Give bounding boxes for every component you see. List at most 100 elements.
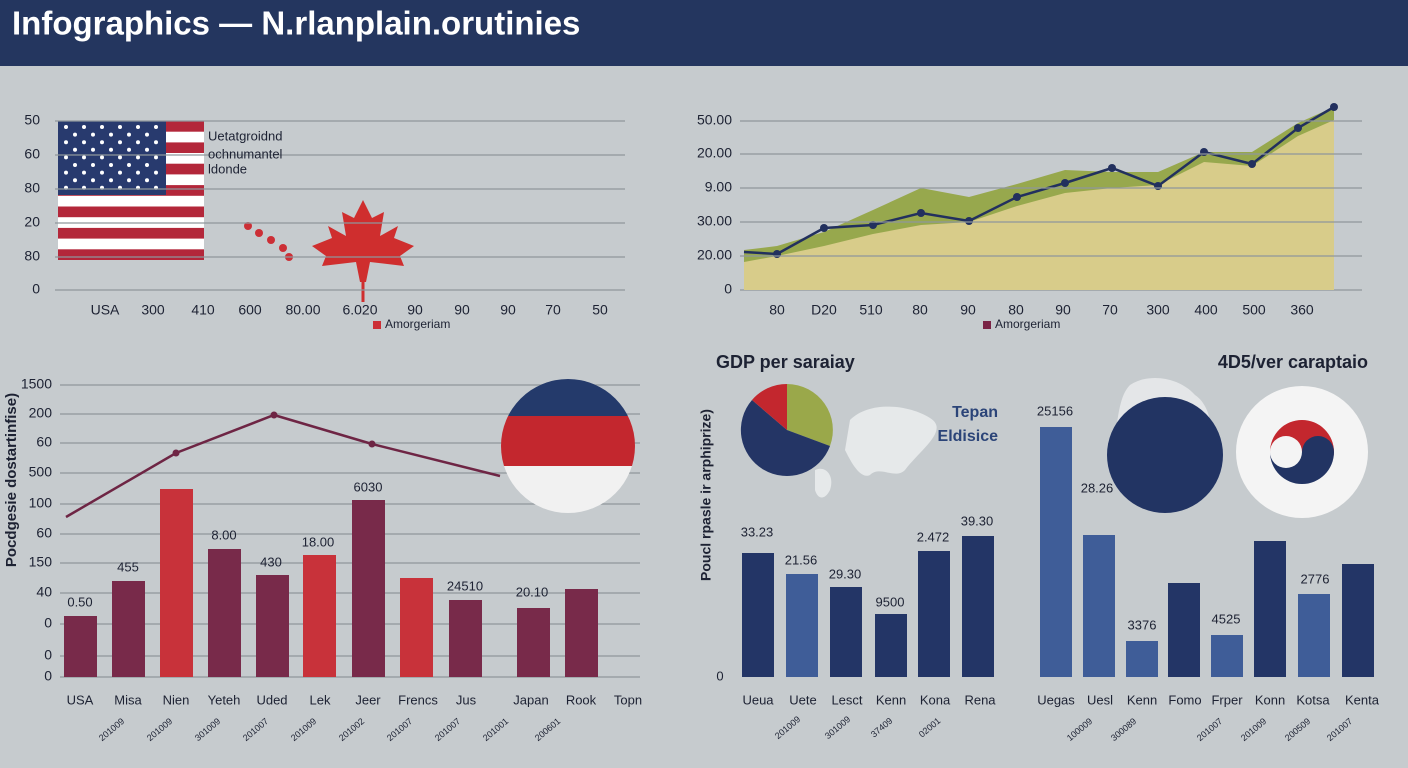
label: 60 (36, 525, 52, 541)
label: 201001 (481, 716, 510, 743)
label: Uesl (1087, 692, 1113, 707)
bar (1083, 535, 1115, 677)
bar (742, 553, 774, 677)
label: USA (67, 692, 94, 707)
label: Misa (114, 692, 142, 707)
label: 33.23 (741, 524, 774, 539)
taeguk-blue (1270, 436, 1334, 484)
bars-panel5 (1040, 427, 1374, 677)
label: Japan (513, 692, 548, 707)
dot (1248, 160, 1256, 168)
label: Kenn (876, 692, 906, 707)
star (109, 147, 113, 152)
label: 200509 (1283, 716, 1312, 743)
label: Nien (163, 692, 190, 707)
label: 200 (29, 405, 53, 421)
label: 300089 (1109, 716, 1138, 743)
label: 50 (24, 112, 40, 128)
bar (1126, 641, 1158, 677)
star (136, 155, 140, 160)
pie (740, 383, 833, 476)
label: Amorgeriam (385, 317, 450, 331)
label: Rook (566, 692, 597, 707)
label: 4525 (1212, 611, 1241, 626)
label: 201002 (337, 716, 366, 743)
star (64, 125, 68, 129)
dot (917, 209, 925, 217)
star (154, 170, 158, 175)
label: Amorgeriam (995, 317, 1060, 331)
label: 430 (260, 554, 282, 569)
korea-globe (1107, 397, 1223, 513)
label: 80 (912, 302, 928, 318)
label: 4D5/ver caraptaio (1218, 352, 1368, 372)
dot (1061, 179, 1069, 187)
label: 80 (1008, 302, 1024, 318)
label: 0 (44, 668, 52, 684)
label: Lesct (831, 692, 862, 707)
star (73, 147, 77, 152)
label: 0 (44, 615, 52, 631)
label: D20 (811, 302, 837, 318)
label: 37409 (869, 716, 895, 740)
star (118, 155, 122, 160)
star (82, 125, 86, 129)
label: 201009 (145, 716, 174, 743)
star (127, 163, 131, 167)
usa-flag (58, 121, 204, 260)
star (109, 178, 113, 183)
label: 1500 (21, 376, 52, 392)
label: ldonde (208, 161, 247, 176)
label: 70 (545, 302, 561, 318)
bar (1211, 635, 1243, 677)
label: 201007 (1195, 716, 1224, 743)
label: 201007 (1325, 716, 1354, 743)
dot (1154, 182, 1162, 190)
star (109, 163, 113, 167)
star (82, 155, 86, 160)
label: Uetatgroidnd (208, 128, 282, 143)
label: 25156 (1037, 403, 1073, 418)
maple-leaf (312, 200, 414, 282)
star (73, 132, 77, 137)
bar (786, 574, 818, 677)
label: 3376 (1128, 617, 1157, 632)
label: 50 (592, 302, 608, 318)
legend-swatch (983, 321, 991, 329)
bar (565, 589, 598, 677)
label: 90 (454, 302, 470, 318)
star (73, 178, 77, 183)
dot (820, 224, 828, 232)
star (91, 163, 95, 167)
label: 02001 (917, 716, 943, 740)
label: 90 (960, 302, 976, 318)
label: Yeteh (208, 692, 241, 707)
dot (773, 250, 781, 258)
label: 301009 (193, 716, 222, 743)
star (64, 155, 68, 160)
dot (965, 217, 973, 225)
label: Frencs (398, 692, 438, 707)
label: GDP per saraiay (716, 352, 855, 372)
label: Poucl rpasle ir arphiprize) (698, 409, 714, 581)
label: 6.020 (342, 302, 377, 318)
label: 301009 (823, 714, 852, 741)
label: 100 (29, 495, 53, 511)
star (73, 163, 77, 167)
star (82, 140, 86, 145)
label: 201009 (97, 716, 126, 743)
world-map (815, 406, 937, 498)
label: 2776 (1301, 571, 1330, 586)
dot (1013, 193, 1021, 201)
star (91, 178, 95, 183)
label: 9500 (876, 594, 905, 609)
star (100, 170, 104, 175)
header-bar (0, 0, 1408, 66)
label: 201007 (385, 716, 414, 743)
label: 0.50 (67, 594, 92, 609)
bar (918, 551, 950, 677)
dot (1330, 103, 1338, 111)
label: Eldisice (938, 428, 999, 445)
label: 400 (1194, 302, 1218, 318)
label: 2.472 (917, 529, 950, 544)
